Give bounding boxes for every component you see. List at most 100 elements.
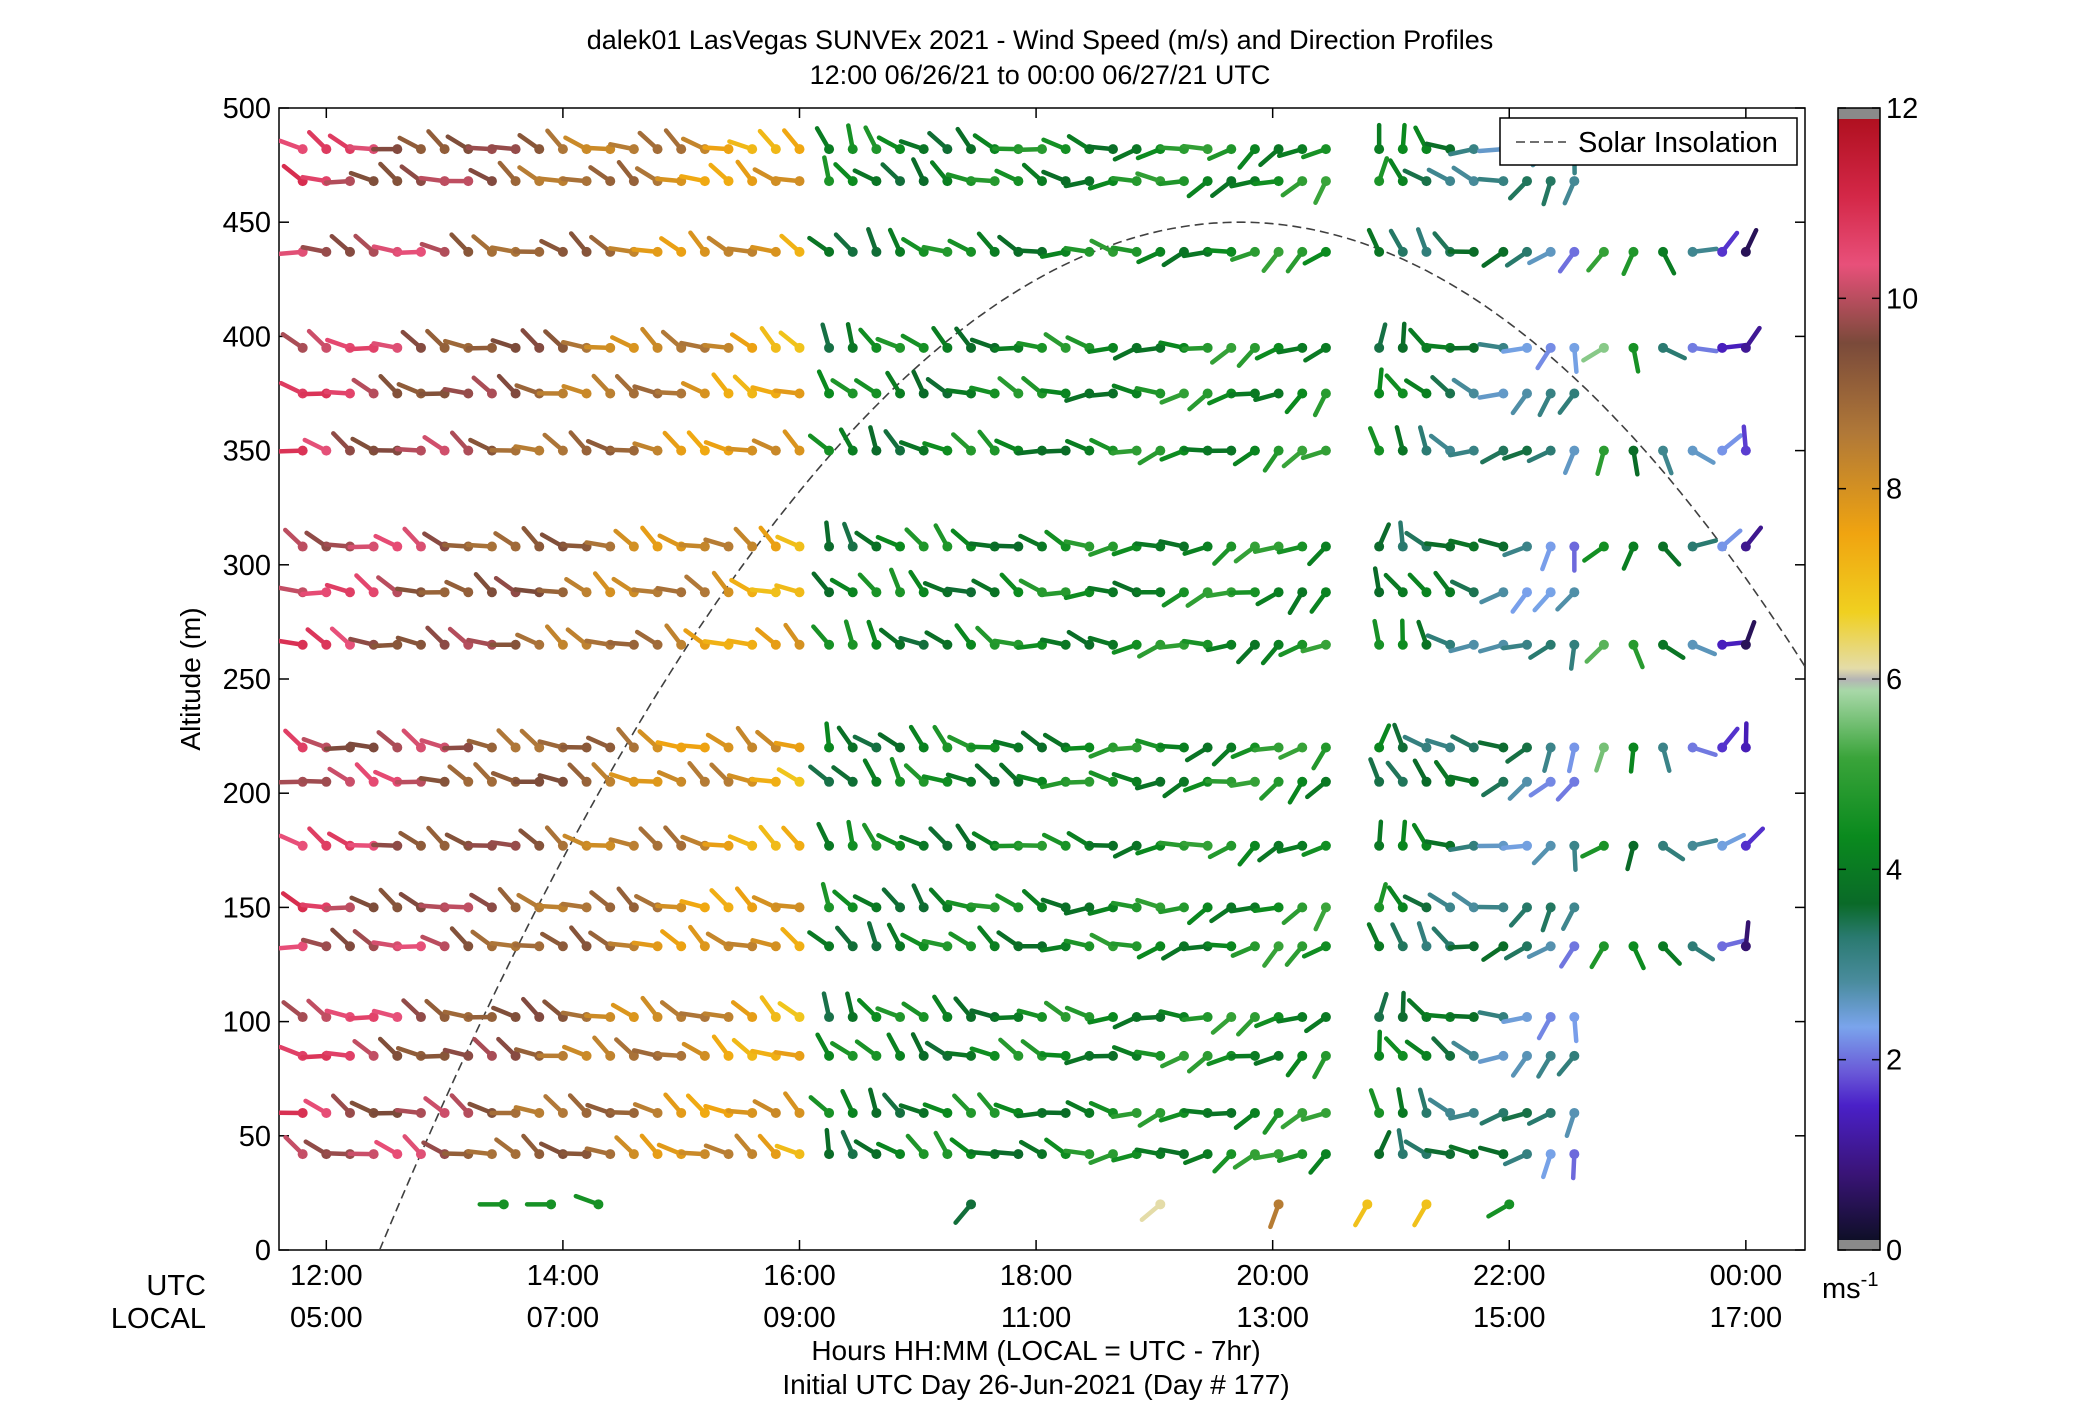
wind-barb-dot	[1320, 144, 1331, 155]
wind-barb-dot	[1397, 1050, 1408, 1061]
wind-barb-dot	[1107, 541, 1118, 552]
wind-barb-dot	[510, 1050, 521, 1061]
wind-barb-dot	[1628, 639, 1639, 650]
wind-barb-dot	[1249, 144, 1260, 155]
wind-barb-dot	[895, 587, 906, 598]
wind-barb-dot	[1569, 388, 1580, 399]
wind-barb-dot	[1320, 776, 1331, 787]
x-tick-label-local: 07:00	[527, 1302, 600, 1334]
wind-barb-dot	[368, 742, 379, 753]
wind-barb-dot	[1060, 587, 1071, 598]
wind-barb-dot	[699, 541, 710, 552]
wind-barb-dot	[1522, 587, 1533, 598]
wind-barb-dot	[824, 1050, 835, 1061]
wind-barb-dot	[1445, 639, 1456, 650]
wind-barb-dot	[918, 742, 929, 753]
wind-barb-dot	[557, 246, 568, 257]
wind-barb-dot	[1374, 776, 1385, 787]
wind-barb-dot	[1522, 1149, 1533, 1160]
wind-barb-dot	[1084, 541, 1095, 552]
wind-barb-dot	[918, 1050, 929, 1061]
wind-barb-dot	[794, 742, 805, 753]
wind-barb-dot	[415, 840, 426, 851]
wind-barb-dot	[1374, 342, 1385, 353]
wind-barb-dot	[1202, 1149, 1213, 1160]
wind-barb-dot	[1037, 1149, 1047, 1160]
wind-barb-dot	[676, 902, 687, 913]
wind-barb-dot	[463, 776, 474, 787]
wind-barb-dot	[1249, 587, 1260, 598]
wind-barb-dot	[895, 342, 906, 353]
wind-barb-dot	[699, 246, 710, 257]
wind-barb-dot	[415, 941, 426, 952]
wind-barb-dot	[557, 776, 568, 787]
wind-barb-dot	[1374, 1050, 1385, 1061]
wind-barb-dot	[1320, 639, 1331, 650]
wind-barb-dot	[1226, 445, 1237, 456]
wind-barb-dot	[510, 541, 521, 552]
wind-barb-dot	[942, 1149, 953, 1160]
wind-barb-dot	[794, 587, 805, 598]
wind-barb-dot	[1226, 742, 1237, 753]
wind-barb-dot	[1202, 1050, 1213, 1061]
wind-barb-dot	[321, 342, 332, 353]
wind-barb-dot	[847, 840, 858, 851]
wind-barb-dot	[1202, 742, 1213, 753]
wind-barb-dot	[1628, 342, 1639, 353]
wind-barb-dot	[1740, 941, 1751, 952]
x-tick-label-local: 11:00	[1001, 1302, 1071, 1334]
wind-barb-dot	[1498, 176, 1509, 187]
wind-barb-dot	[824, 840, 835, 851]
wind-barb-dot	[534, 541, 545, 552]
wind-barb-dot	[1545, 776, 1556, 787]
wind-barb-dot	[486, 1149, 497, 1160]
wind-barb-dot	[392, 639, 403, 650]
wind-barb-dot	[1155, 941, 1166, 952]
wind-barb-dot	[1569, 902, 1580, 913]
wind-barb-dot	[486, 1050, 497, 1061]
wind-barb-dot	[1421, 1107, 1432, 1118]
wind-barb-dot	[871, 776, 882, 787]
wind-barb-dot	[652, 541, 663, 552]
wind-barb-dot	[344, 587, 355, 598]
wind-barb-dot	[824, 246, 835, 257]
wind-barb-dot	[1107, 1012, 1118, 1023]
wind-barb-dot	[1273, 1050, 1284, 1061]
wind-barb-dot	[723, 1012, 734, 1023]
wind-barb-dot	[824, 1012, 835, 1023]
wind-barb-dot	[1445, 388, 1456, 399]
wind-barb-dot	[1522, 1107, 1533, 1118]
wind-barb-dot	[1297, 902, 1308, 913]
wind-barb-dot	[1107, 1050, 1118, 1061]
wind-barb-dot	[1084, 1149, 1095, 1160]
wind-barb-dot	[1249, 388, 1260, 399]
wind-barb-dot	[534, 1107, 545, 1118]
wind-barb-dot	[368, 902, 379, 913]
wind-barb-dot	[1522, 541, 1533, 552]
wind-barb-dot	[593, 1199, 604, 1210]
wind-barb-dot	[847, 587, 858, 598]
wind-barb-dot	[794, 941, 805, 952]
wind-barb-dot	[1131, 840, 1142, 851]
wind-barb-dot	[1740, 342, 1751, 353]
wind-barb-dot	[1155, 445, 1166, 456]
wind-barb-dot	[1249, 445, 1260, 456]
wind-barb-dot	[1060, 1107, 1071, 1118]
wind-barb-dot	[1362, 1199, 1373, 1210]
wind-barb-dot	[392, 388, 403, 399]
wind-barb-dot	[1037, 1012, 1047, 1023]
wind-barb-dot	[676, 1107, 687, 1118]
wind-barb-dot	[439, 776, 450, 787]
wind-barb-dot	[676, 144, 687, 155]
wind-barb-dot	[557, 840, 568, 851]
wind-barb-dot	[1155, 1199, 1166, 1210]
wind-barb-dot	[1498, 388, 1509, 399]
wind-barb-dot	[1320, 445, 1331, 456]
wind-barb-dot	[989, 246, 1000, 257]
wind-barb-dot	[557, 639, 568, 650]
wind-barb-dot	[1468, 388, 1479, 399]
y-tick-label: 300	[223, 550, 271, 582]
wind-barb-dot	[1717, 941, 1728, 952]
wind-barb-dot	[1202, 902, 1213, 913]
wind-barb-dot	[723, 587, 734, 598]
